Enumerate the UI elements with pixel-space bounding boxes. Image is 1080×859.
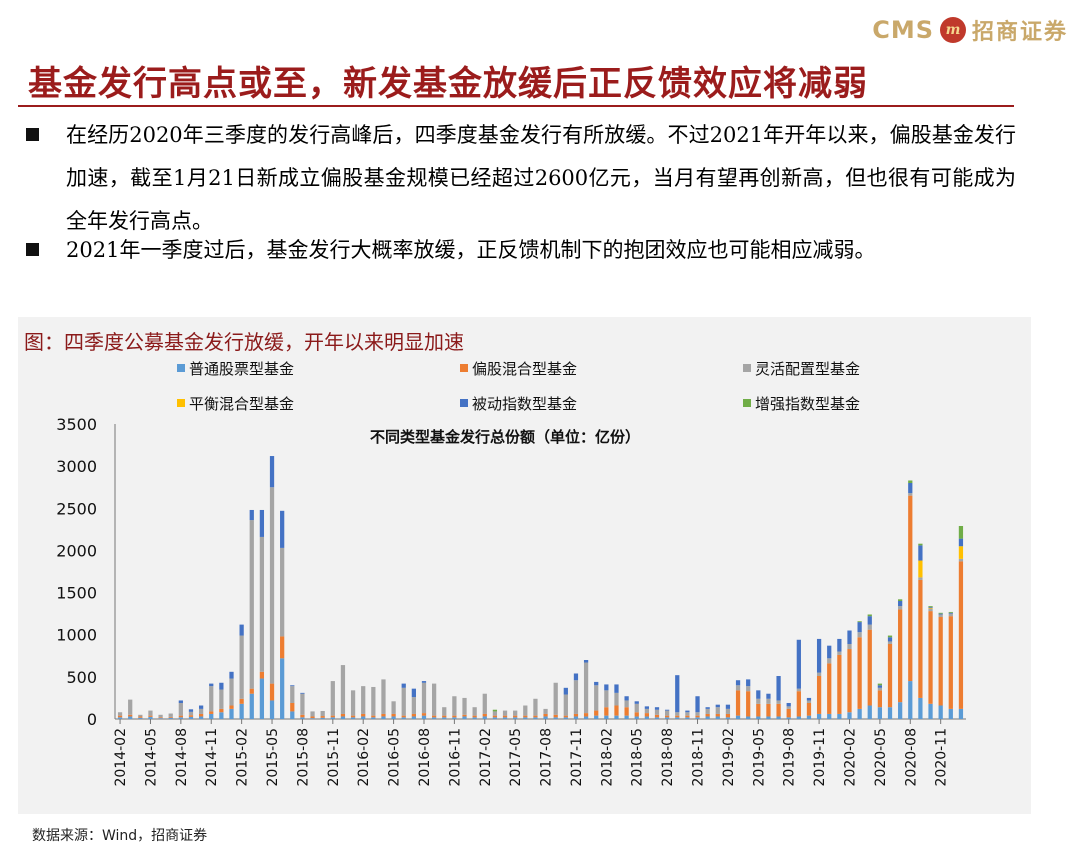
figure-title: 图：四季度公募基金发行放缓，开年以来明显加速	[24, 330, 464, 354]
title-divider	[18, 105, 1014, 107]
chart-panel	[18, 317, 1031, 814]
bullet-square-icon	[26, 128, 39, 141]
bullet-item-1: 在经历2020年三季度的发行高峰后，四季度基金发行有所放缓。不过2021年开年以…	[26, 114, 1016, 244]
logo-cms-text: CMS	[872, 16, 934, 44]
bullet-item-2: 2021年一季度过后，基金发行大概率放缓，正反馈机制下的抱团效应也可能相应减弱。	[26, 229, 1016, 319]
figure-source: 数据来源：Wind，招商证券	[32, 828, 208, 844]
bullet-text: 2021年一季度过后，基金发行大概率放缓，正反馈机制下的抱团效应也可能相应减弱。	[66, 238, 876, 262]
page-title: 基金发行高点或至，新发基金放缓后正反馈效应将减弱	[28, 64, 868, 104]
logo-seal-icon: m	[939, 17, 966, 43]
bullet-square-icon	[26, 243, 39, 256]
bullet-text: 在经历2020年三季度的发行高峰后，四季度基金发行有所放缓。不过2021年开年以…	[66, 123, 1016, 233]
brand-logo: CMS m 招商证券	[872, 14, 1068, 46]
logo-cn-text: 招商证券	[971, 19, 1068, 45]
